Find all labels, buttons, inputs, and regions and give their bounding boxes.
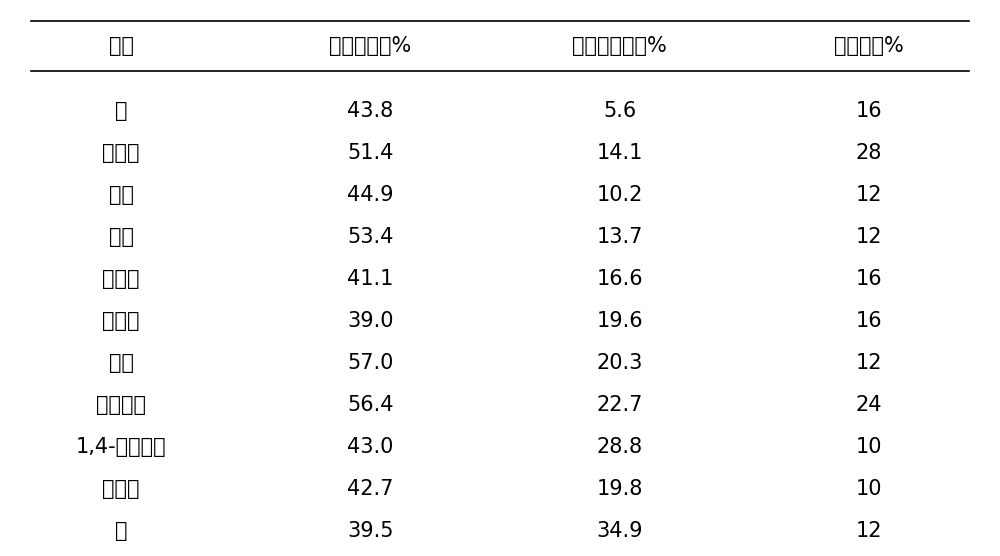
Text: 28.8: 28.8	[597, 437, 643, 457]
Text: 39.0: 39.0	[347, 311, 394, 331]
Text: 1,4-二氧六环: 1,4-二氧六环	[76, 437, 166, 457]
Text: 水: 水	[115, 101, 127, 121]
Text: 16: 16	[856, 311, 882, 331]
Text: 28: 28	[856, 143, 882, 163]
Text: 16: 16	[856, 269, 882, 289]
Text: 溶剂: 溶剂	[109, 36, 134, 56]
Text: 16.6: 16.6	[596, 269, 643, 289]
Text: 51.4: 51.4	[347, 143, 394, 163]
Text: 乙二醇: 乙二醇	[102, 143, 140, 163]
Text: 12: 12	[856, 185, 882, 205]
Text: 生物油产率%: 生物油产率%	[329, 36, 411, 56]
Text: 10: 10	[856, 479, 882, 499]
Text: 39.5: 39.5	[347, 522, 394, 542]
Text: 13.7: 13.7	[596, 227, 643, 247]
Text: 22.7: 22.7	[596, 395, 643, 415]
Text: 乙醇: 乙醇	[109, 227, 134, 247]
Text: 10.2: 10.2	[596, 185, 643, 205]
Text: 12: 12	[856, 522, 882, 542]
Text: 43.8: 43.8	[347, 101, 393, 121]
Text: 丙酮: 丙酮	[109, 353, 134, 373]
Text: 20.3: 20.3	[596, 353, 643, 373]
Text: 气体产率%: 气体产率%	[834, 36, 904, 56]
Text: 10: 10	[856, 437, 882, 457]
Text: 19.6: 19.6	[596, 311, 643, 331]
Text: 42.7: 42.7	[347, 479, 394, 499]
Text: 四氢奈: 四氢奈	[102, 479, 140, 499]
Text: 57.0: 57.0	[347, 353, 394, 373]
Text: 41.1: 41.1	[347, 269, 394, 289]
Text: 16: 16	[856, 101, 882, 121]
Text: 正丙醇: 正丙醇	[102, 269, 140, 289]
Text: 乙酸乙酯: 乙酸乙酯	[96, 395, 146, 415]
Text: 5.6: 5.6	[603, 101, 636, 121]
Text: 14.1: 14.1	[596, 143, 643, 163]
Text: 12: 12	[856, 227, 882, 247]
Text: 24: 24	[856, 395, 882, 415]
Text: 12: 12	[856, 353, 882, 373]
Text: 53.4: 53.4	[347, 227, 394, 247]
Text: 43.0: 43.0	[347, 437, 394, 457]
Text: 34.9: 34.9	[596, 522, 643, 542]
Text: 19.8: 19.8	[596, 479, 643, 499]
Text: 甲醇: 甲醇	[109, 185, 134, 205]
Text: 苯: 苯	[115, 522, 127, 542]
Text: 固体残渣产率%: 固体残渣产率%	[572, 36, 667, 56]
Text: 44.9: 44.9	[347, 185, 394, 205]
Text: 异丙醇: 异丙醇	[102, 311, 140, 331]
Text: 56.4: 56.4	[347, 395, 394, 415]
